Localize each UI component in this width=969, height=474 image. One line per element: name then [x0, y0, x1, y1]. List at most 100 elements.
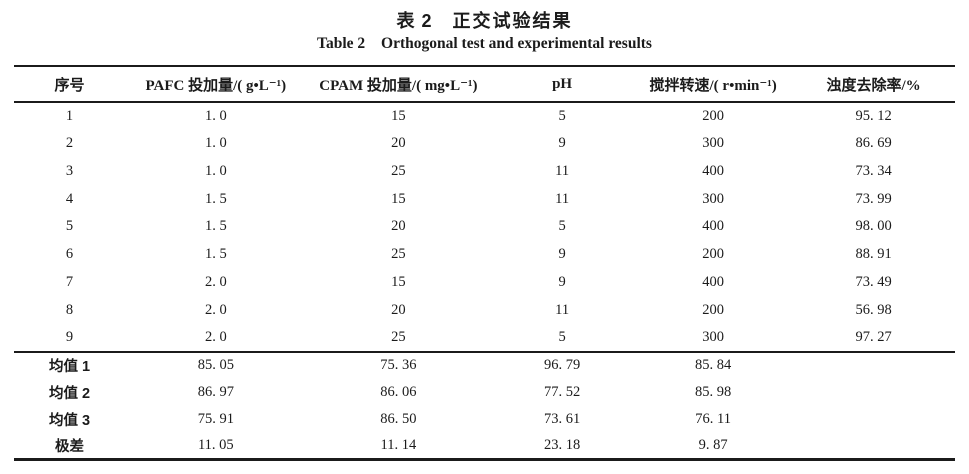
table-cell: 73. 49 [855, 273, 892, 290]
table-cell: 97. 27 [855, 329, 892, 345]
column-header-ph: pH [552, 75, 573, 92]
table-cell: 5 [65, 218, 74, 235]
table-cell: 5 [558, 107, 566, 124]
table-cell: 300 [702, 190, 724, 207]
table-cell: 9 [558, 135, 566, 152]
table-row: 9 2. 0 25 5 300 97. 27 [14, 324, 955, 352]
empty-cell [792, 406, 955, 433]
table-cell: 25 [391, 246, 406, 263]
table-cell: 9 [558, 273, 566, 290]
table-cell: 85. 98 [695, 383, 732, 400]
table-cell: 25 [391, 329, 406, 345]
table-row: 1 1. 0 15 5 200 95. 12 [14, 102, 955, 130]
table-cell: 300 [702, 135, 724, 152]
table-cell: 85. 84 [695, 357, 732, 374]
summary-row-range: 极差 11. 05 11. 14 23. 18 9. 87 [14, 433, 955, 460]
column-header-pafc-dose: PAFC 投加量/( g•L⁻¹) [145, 77, 287, 94]
table-cell: 95. 12 [855, 107, 892, 124]
table-cell: 86. 97 [197, 383, 234, 400]
table-cell: 73. 34 [855, 162, 892, 179]
table-cell: 9 [65, 329, 74, 345]
table-cell: 1. 5 [204, 190, 227, 207]
table-cell: 96. 79 [543, 357, 581, 374]
table-cell: 4 [65, 190, 74, 207]
table-cell: 2. 0 [204, 273, 227, 290]
table-cell: 9. 87 [698, 437, 728, 454]
table-cell: 3 [65, 162, 74, 179]
table-cell: 77. 52 [543, 383, 581, 400]
orthogonal-test-table: 序号 PAFC 投加量/( g•L⁻¹) CPAM 投加量/( mg•L⁻¹) … [14, 65, 955, 462]
table-cell: 75. 36 [380, 357, 417, 374]
table-title-en-text: Orthogonal test and experimental results [381, 35, 652, 52]
table-number-zh: 表 2 [396, 11, 433, 31]
table-cell: 9 [558, 246, 566, 263]
table-row: 3 1. 0 25 11 400 73. 34 [14, 158, 955, 186]
table-title-en: Table 2 Orthogonal test and experimental… [0, 35, 969, 53]
summary-row-label: 均值 1 [48, 359, 91, 376]
empty-cell [792, 433, 955, 460]
table-body: 1 1. 0 15 5 200 95. 12 2 1. 0 20 9 300 8… [14, 102, 955, 352]
table-header: 序号 PAFC 投加量/( g•L⁻¹) CPAM 投加量/( mg•L⁻¹) … [14, 66, 955, 102]
table-cell: 11 [555, 162, 570, 179]
table-cell: 88. 91 [855, 246, 892, 263]
empty-cell [792, 379, 955, 406]
empty-cell [792, 352, 955, 379]
table-row: 5 1. 5 20 5 400 98. 00 [14, 213, 955, 241]
table-cell: 400 [702, 273, 724, 290]
summary-row-label: 极差 [55, 439, 85, 456]
table-cell: 73. 99 [855, 190, 892, 207]
table-cell: 56. 98 [855, 301, 892, 318]
table-cell: 20 [391, 135, 406, 152]
table-cell: 73. 61 [543, 410, 581, 427]
table-cell: 200 [702, 246, 724, 263]
table-number-en: Table 2 [317, 35, 366, 52]
table-cell: 25 [391, 162, 406, 179]
table-cell: 86. 69 [855, 135, 892, 152]
table-cell: 15 [391, 107, 406, 124]
table-title-zh: 表 2 正交试验结果 [0, 7, 969, 33]
table-cell: 5 [558, 218, 566, 235]
table-cell: 23. 18 [543, 437, 581, 454]
table-cell: 1. 0 [204, 135, 227, 152]
table-cell: 85. 05 [197, 357, 234, 374]
table-cell: 86. 06 [380, 383, 417, 400]
table-title-zh-text: 正交试验结果 [452, 11, 573, 31]
table-cell: 11 [555, 301, 570, 318]
table-cell: 76. 11 [695, 410, 731, 427]
table-row: 7 2. 0 15 9 400 73. 49 [14, 269, 955, 297]
table-cell: 20 [391, 301, 406, 318]
table-cell: 2. 0 [204, 329, 227, 345]
table-cell: 200 [702, 301, 724, 318]
summary-row-label: 均值 2 [48, 385, 91, 402]
table-cell: 2 [65, 135, 74, 152]
table-cell: 1. 5 [204, 218, 227, 235]
table-cell: 11. 05 [197, 437, 234, 454]
table-cell: 1. 0 [204, 162, 227, 179]
table-cell: 6 [65, 246, 74, 263]
table-summary: 均值 1 85. 05 75. 36 96. 79 85. 84 均值 2 86… [14, 351, 955, 460]
table-cell: 2. 0 [204, 301, 227, 318]
table-cell: 11 [555, 190, 570, 207]
table-cell: 7 [65, 273, 74, 290]
table-row: 2 1. 0 20 9 300 86. 69 [14, 130, 955, 158]
table-cell: 200 [702, 107, 724, 124]
table-row: 6 1. 5 25 9 200 88. 91 [14, 241, 955, 269]
table-cell: 75. 91 [197, 410, 234, 427]
table-cell: 15 [391, 190, 406, 207]
column-header-index: 序号 [54, 77, 85, 94]
column-header-turbidity-removal: 浊度去除率/% [826, 77, 921, 94]
table-cell: 11. 14 [380, 437, 417, 454]
table-cell: 8 [65, 301, 74, 318]
column-header-cpam-dose: CPAM 投加量/( mg•L⁻¹) [319, 77, 478, 94]
table-cell: 86. 50 [380, 410, 417, 427]
summary-row-label: 均值 3 [48, 412, 91, 429]
table-cell: 98. 00 [855, 218, 892, 235]
table-row: 4 1. 5 15 11 300 73. 99 [14, 185, 955, 213]
header-row: 序号 PAFC 投加量/( g•L⁻¹) CPAM 投加量/( mg•L⁻¹) … [14, 66, 955, 102]
table-cell: 1. 5 [204, 246, 227, 263]
summary-row-mean-1: 均值 1 85. 05 75. 36 96. 79 85. 84 [14, 352, 955, 379]
column-header-stirring-speed: 搅拌转速/( r•min⁻¹) [649, 77, 777, 94]
table-cell: 5 [558, 329, 566, 345]
table-cell: 1 [65, 107, 74, 124]
